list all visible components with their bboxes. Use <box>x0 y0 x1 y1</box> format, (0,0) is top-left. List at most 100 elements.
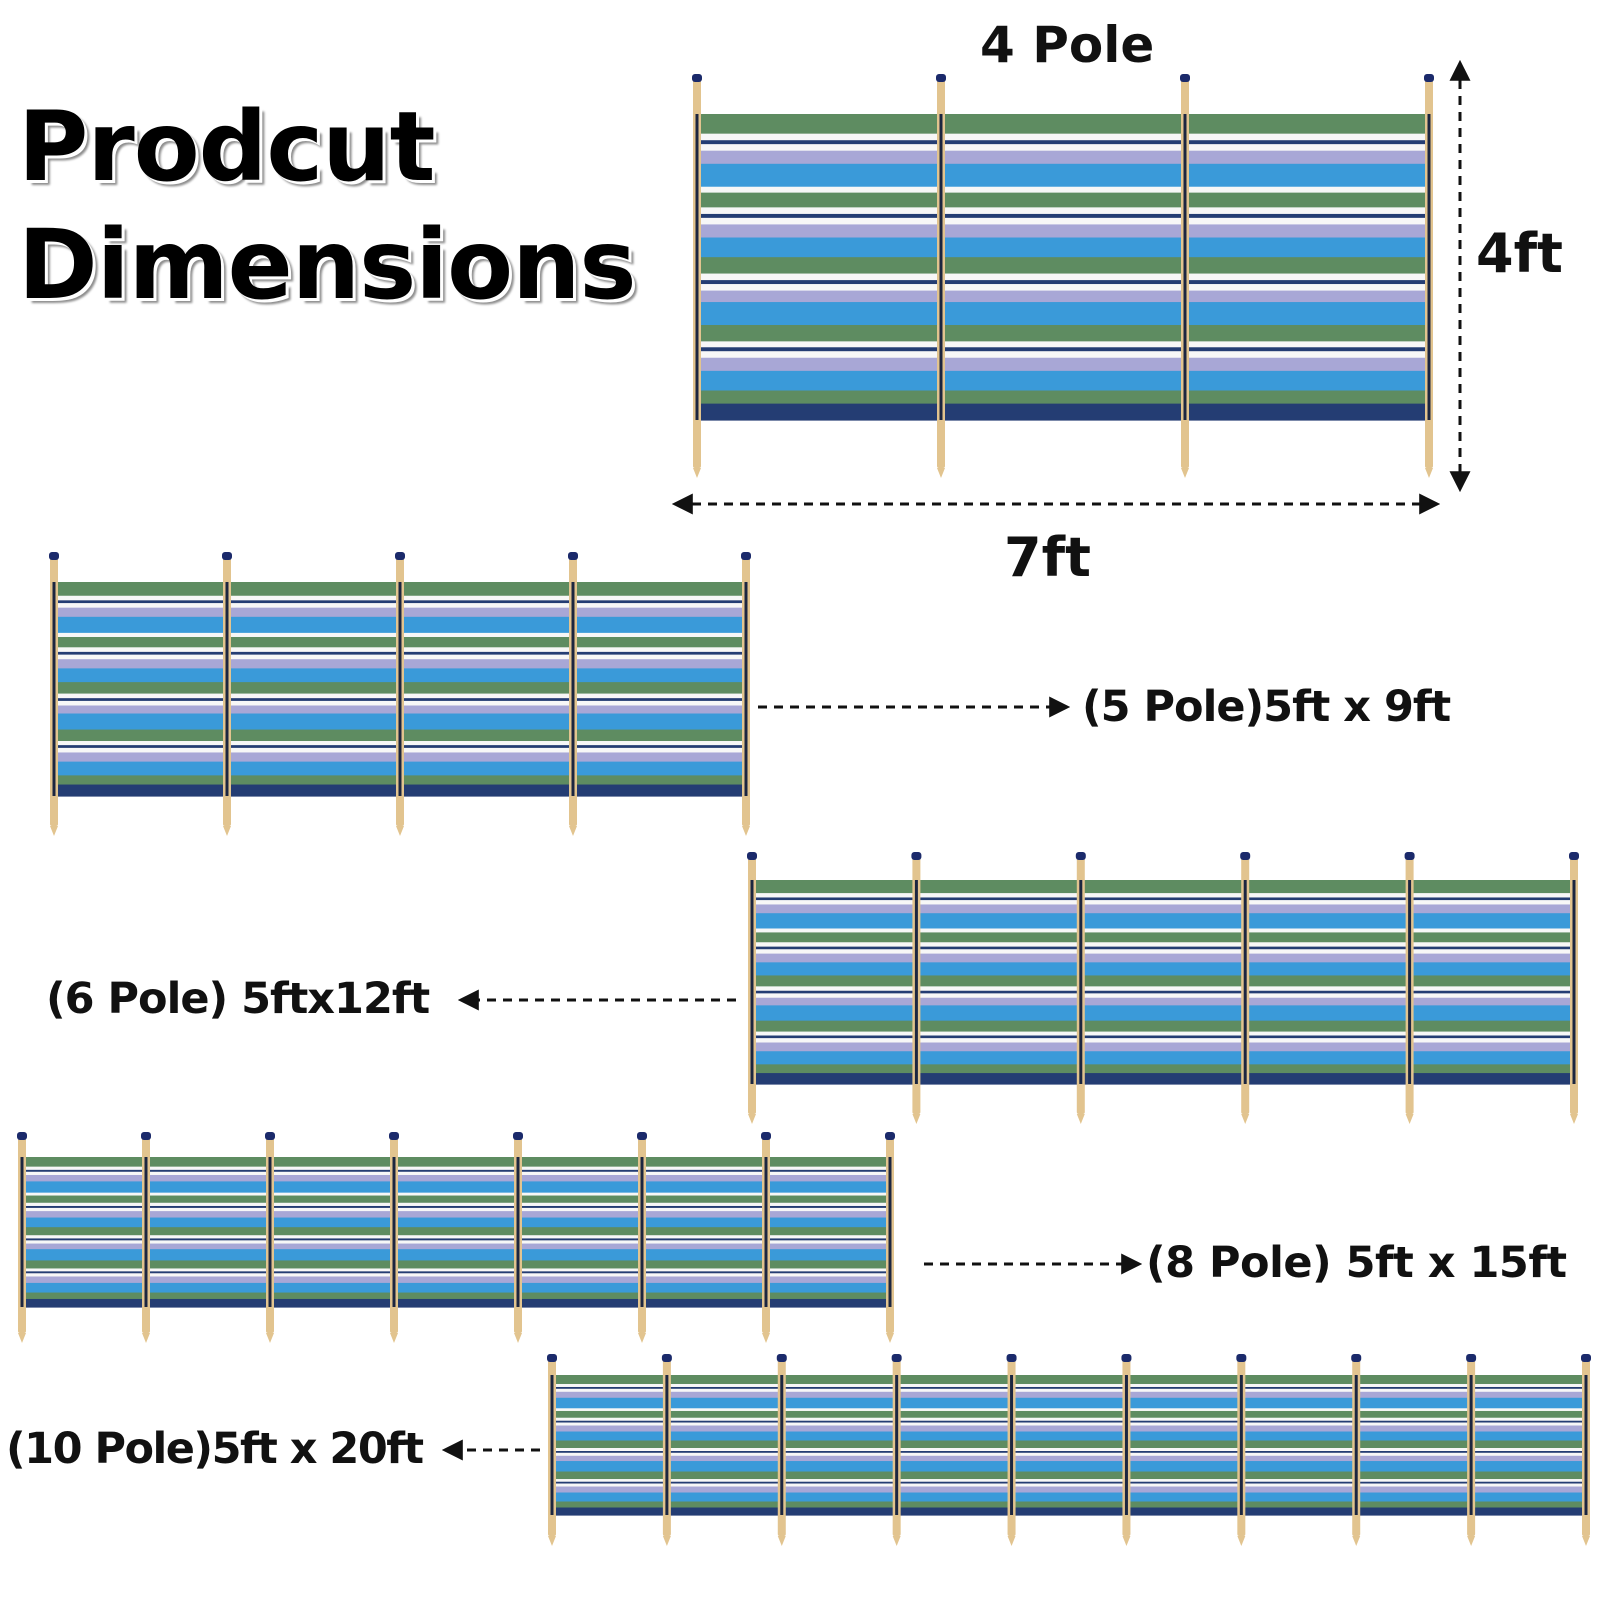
variant-3-label: (8 Pole) 5ft x 15ft <box>1146 1238 1567 1288</box>
pole-cap <box>741 552 751 560</box>
fabric-stripe <box>552 1422 1586 1427</box>
pole-cap <box>568 552 578 560</box>
fabric-stripe <box>22 1207 890 1212</box>
fabric-stripe <box>22 1249 890 1262</box>
pole-spike <box>223 826 231 836</box>
pole-cap <box>1466 1354 1477 1362</box>
pole-cap <box>547 1354 557 1362</box>
pole-spike <box>50 826 58 836</box>
pole-cap <box>911 852 922 860</box>
fabric-stripe <box>697 192 1429 208</box>
pole-cap <box>776 1354 787 1362</box>
pole-spike <box>514 1333 522 1343</box>
pole-spike <box>1122 1536 1131 1546</box>
pole-spike <box>396 826 404 836</box>
fabric-stripe <box>22 1243 890 1250</box>
fabric-stripe <box>697 217 1429 226</box>
fabric-stripe <box>552 1452 1586 1457</box>
fabric-stripe <box>697 257 1429 275</box>
fabric-stripe <box>552 1440 1586 1449</box>
pole-spike <box>748 1114 756 1124</box>
pole-spike <box>886 1333 894 1343</box>
fabric-stripe <box>552 1375 1586 1385</box>
fabric-stripe <box>752 1042 1574 1052</box>
variant-1-label: (5 Pole)5ft x 9ft <box>1082 682 1451 732</box>
fabric-stripe <box>552 1386 1586 1390</box>
variant-2-label: (6 Pole) 5ftx12ft <box>46 974 430 1024</box>
fabric-stripe <box>752 893 1574 899</box>
fabric-stripe <box>752 990 1574 994</box>
fabric-stripe <box>552 1455 1586 1462</box>
fabric-stripe <box>752 949 1574 955</box>
fabric-stripe <box>552 1486 1586 1494</box>
windbreak-10-pole <box>547 1354 1591 1546</box>
fabric-stripe <box>22 1292 890 1300</box>
fabric-stripe <box>697 280 1429 285</box>
page-title: Prodcut Dimensions <box>18 88 637 324</box>
fabric-stripe <box>552 1471 1586 1480</box>
fabric-stripe <box>552 1492 1586 1503</box>
fabric-stripe <box>22 1202 890 1207</box>
pole-cap <box>1121 1354 1132 1362</box>
fabric-stripe <box>697 273 1429 281</box>
fabric-stripe <box>752 913 1574 930</box>
pole-cap <box>936 74 946 82</box>
pole-cap <box>747 852 757 860</box>
pole-spike <box>937 468 945 478</box>
pole-spike <box>142 1333 150 1343</box>
fabric-stripe <box>552 1507 1586 1516</box>
pole-cap <box>17 1132 27 1140</box>
pole-cap <box>1006 1354 1017 1362</box>
windbreak-6-pole <box>747 852 1579 1124</box>
fabric-stripe <box>697 133 1429 141</box>
pole-cap <box>1581 1354 1591 1362</box>
fabric-stripe <box>552 1391 1586 1399</box>
fabric-stripe <box>22 1181 890 1194</box>
fabric-stripe <box>552 1420 1586 1424</box>
fabric-stripe <box>552 1431 1586 1442</box>
fabric-stripe <box>22 1260 890 1270</box>
pole-cap <box>513 1132 523 1140</box>
fabric-stripe <box>22 1227 890 1236</box>
windbreak-5-pole <box>49 552 751 836</box>
pole-cap <box>141 1132 151 1140</box>
pole-cap <box>637 1132 647 1140</box>
fabric-stripe <box>552 1408 1586 1412</box>
pole-cap <box>885 1132 895 1140</box>
fabric-stripe <box>752 897 1574 901</box>
fabric-stripe <box>697 290 1429 303</box>
fabric-stripe <box>552 1461 1586 1473</box>
pole-spike <box>892 1536 901 1546</box>
pole-spike <box>266 1333 274 1343</box>
fabric-stripe <box>697 144 1429 152</box>
fabric-stripe <box>752 997 1574 1006</box>
main-width-label: 7ft <box>1004 526 1091 589</box>
pole-spike <box>638 1333 646 1343</box>
pole-spike <box>1352 1536 1361 1546</box>
fabric-stripe <box>552 1397 1586 1409</box>
fabric-stripe <box>697 224 1429 239</box>
pole-cap <box>891 1354 902 1362</box>
fabric-stripe <box>552 1479 1586 1483</box>
variant-4-label: (10 Pole)5ft x 20ft <box>6 1424 424 1474</box>
pole-spike <box>777 1536 786 1546</box>
fabric-stripe <box>752 1035 1574 1039</box>
pole-spike <box>390 1333 398 1343</box>
fabric-stripe <box>22 1235 890 1240</box>
fabric-stripe <box>752 928 1574 934</box>
fabric-stripe <box>752 1020 1574 1033</box>
fabric-stripe <box>697 186 1429 194</box>
fabric-stripe <box>22 1298 890 1308</box>
fabric-stripe <box>552 1417 1586 1422</box>
pole-spike <box>569 826 577 836</box>
fabric-stripe <box>697 140 1429 145</box>
windbreak-8-pole <box>17 1132 895 1343</box>
fabric-stripe <box>752 962 1574 977</box>
fabric-stripe <box>697 207 1429 215</box>
pole-spike <box>1237 1536 1246 1546</box>
fabric-stripe <box>552 1383 1586 1388</box>
fabric-stripe <box>752 880 1574 894</box>
pole-cap <box>395 552 405 560</box>
fabric-stripe <box>697 370 1429 392</box>
